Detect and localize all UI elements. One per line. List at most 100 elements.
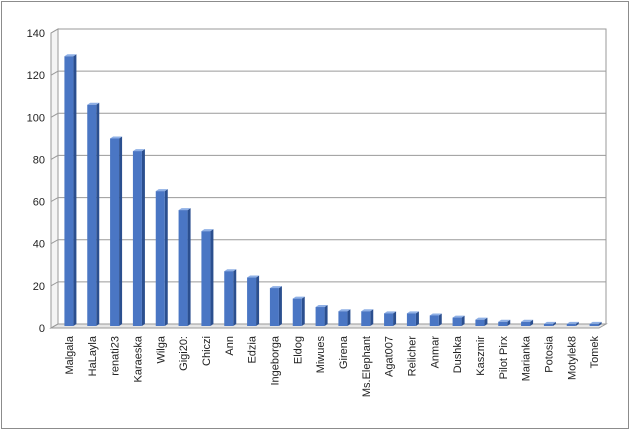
bar-top bbox=[406, 311, 419, 314]
gridline bbox=[50, 154, 606, 160]
x-tick-label: Ann bbox=[224, 336, 236, 356]
bar bbox=[224, 269, 237, 326]
bar-front bbox=[566, 323, 576, 326]
gridlines bbox=[50, 28, 606, 329]
bar-top bbox=[269, 286, 282, 289]
x-tick-label: Kaszmir bbox=[475, 336, 487, 376]
bar-front bbox=[315, 307, 325, 326]
gridline bbox=[50, 323, 606, 329]
x-tick-label: Edzia bbox=[247, 335, 259, 363]
x-tick-label: Eldog bbox=[292, 336, 304, 364]
x-tick-label: Wilga bbox=[155, 335, 167, 363]
bar-front bbox=[110, 138, 120, 326]
bar-top bbox=[452, 315, 465, 318]
bar-side bbox=[552, 321, 556, 326]
bar-front bbox=[406, 313, 416, 326]
bar-side bbox=[507, 319, 511, 326]
bar-side bbox=[415, 311, 419, 326]
gridline bbox=[50, 281, 606, 287]
bar-side bbox=[484, 317, 488, 326]
bar bbox=[132, 149, 145, 326]
bar bbox=[429, 313, 442, 326]
bar bbox=[87, 102, 100, 326]
x-tick-label: Tomek bbox=[589, 336, 601, 369]
x-tick-label: Girena bbox=[338, 335, 350, 369]
bar-top bbox=[64, 54, 77, 57]
x-tick-label: Dushka bbox=[452, 335, 464, 373]
bar-side bbox=[73, 54, 77, 327]
bar bbox=[64, 54, 77, 327]
bar-front bbox=[155, 191, 165, 326]
bar bbox=[110, 136, 123, 326]
y-tick-label: 100 bbox=[27, 112, 45, 124]
bars bbox=[64, 54, 602, 327]
bar-top bbox=[315, 305, 328, 308]
y-tick-label: 60 bbox=[33, 197, 45, 209]
x-tick-label: Agat007 bbox=[384, 336, 396, 377]
bar-front bbox=[201, 231, 211, 326]
x-tick-label: Anmar bbox=[429, 336, 441, 369]
bar-top bbox=[292, 296, 305, 299]
bar bbox=[247, 275, 260, 326]
x-tick-label: Ms.Elephant bbox=[361, 336, 373, 397]
bar-front bbox=[87, 104, 97, 326]
bar-front bbox=[338, 311, 348, 326]
bar-front bbox=[269, 288, 279, 326]
bar-side bbox=[256, 275, 260, 326]
bar bbox=[498, 319, 511, 326]
bar-side bbox=[461, 315, 465, 326]
bar-front bbox=[64, 56, 74, 327]
bar-top bbox=[338, 309, 351, 312]
x-tick-label: Motylek8 bbox=[566, 336, 578, 380]
bar-top bbox=[361, 309, 374, 312]
bar bbox=[201, 229, 214, 326]
x-tick-label: Pilot Pirx bbox=[498, 336, 510, 380]
bar-side bbox=[324, 305, 328, 326]
bar-side bbox=[530, 319, 534, 326]
bar bbox=[452, 315, 465, 326]
bar-side bbox=[598, 321, 602, 326]
bar-side bbox=[233, 269, 237, 326]
bar-front bbox=[384, 313, 394, 326]
bar bbox=[269, 286, 282, 326]
bar bbox=[384, 311, 397, 326]
bar-top bbox=[589, 321, 602, 324]
bar-front bbox=[247, 277, 257, 326]
x-tick-label: Karaeska bbox=[132, 335, 144, 382]
bar bbox=[475, 317, 488, 326]
bar-front bbox=[429, 315, 439, 326]
bar-front bbox=[498, 321, 508, 326]
bar bbox=[178, 208, 191, 326]
bar-side bbox=[575, 321, 579, 326]
bar-front bbox=[224, 271, 234, 326]
bar-top bbox=[384, 311, 397, 314]
bar-side bbox=[438, 313, 442, 326]
bar-top bbox=[132, 149, 145, 152]
x-tick-label: Marianka bbox=[521, 335, 533, 381]
bar-front bbox=[361, 311, 371, 326]
bar-top bbox=[155, 189, 168, 192]
bar-top bbox=[178, 208, 191, 211]
bar-front bbox=[543, 323, 553, 326]
bar-side bbox=[347, 309, 351, 326]
bar-top bbox=[201, 229, 214, 232]
y-tick-label: 40 bbox=[33, 239, 45, 251]
bar-front bbox=[521, 321, 531, 326]
bar-top bbox=[543, 321, 556, 324]
y-tick-label: 0 bbox=[39, 323, 45, 335]
gridline bbox=[50, 197, 606, 203]
bar-side bbox=[141, 149, 145, 326]
x-axis-ticks: Malgala HaLayla renati23 Karaeska Wilga Gigi2… bbox=[64, 335, 601, 397]
bar-side bbox=[301, 296, 305, 326]
bar-top bbox=[521, 319, 534, 322]
x-tick-label: Ingeborga bbox=[269, 335, 281, 385]
bar bbox=[566, 321, 579, 326]
y-tick-label: 80 bbox=[33, 154, 45, 166]
bar-front bbox=[178, 210, 188, 326]
bar-top bbox=[110, 136, 123, 139]
x-tick-label: Chiczi bbox=[201, 336, 213, 366]
gridline bbox=[50, 28, 606, 34]
x-tick-label: Potosia bbox=[543, 335, 555, 373]
